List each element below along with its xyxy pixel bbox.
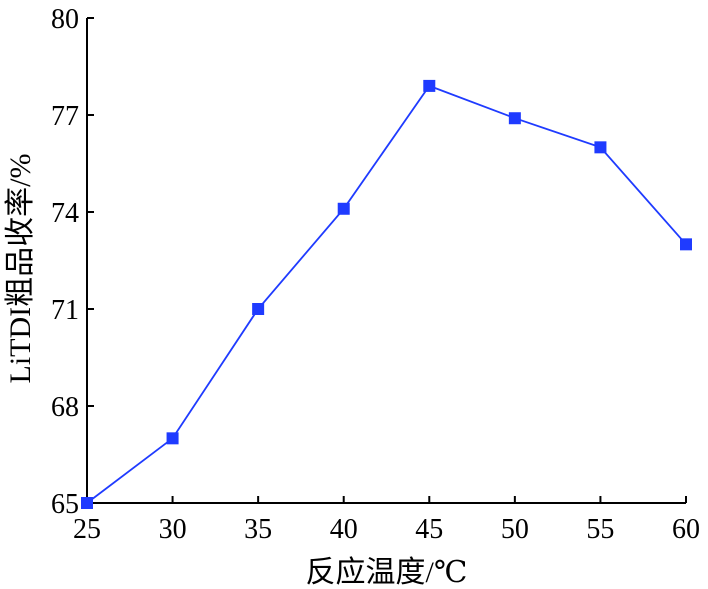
- data-point-marker: [423, 79, 436, 92]
- data-points: [81, 79, 692, 509]
- x-tick-label: 35: [244, 514, 272, 545]
- axes: [86, 18, 686, 504]
- data-point-marker: [166, 432, 179, 445]
- y-ticks: 65 68 71 74 77 80: [51, 4, 94, 520]
- y-tick-label: 71: [51, 295, 79, 326]
- x-tick-label: 25: [73, 514, 101, 545]
- data-point-marker: [508, 112, 521, 125]
- x-tick-label: 60: [672, 514, 700, 545]
- y-axis-title: LiTDI粗品收率/%: [4, 154, 37, 384]
- data-point-marker: [337, 202, 350, 215]
- x-tick-label: 30: [159, 514, 187, 545]
- y-tick-label: 65: [51, 489, 79, 520]
- x-tick-label: 40: [330, 514, 358, 545]
- data-point-marker: [252, 303, 265, 315]
- y-tick-label: 80: [51, 4, 79, 35]
- y-tick-label: 77: [51, 101, 79, 132]
- x-tick-label: 55: [586, 514, 614, 545]
- x-tick-label: 45: [415, 514, 443, 545]
- x-tick-label: 50: [501, 514, 529, 545]
- x-ticks: 25 30 35 40 45 50 55 60: [73, 496, 700, 545]
- data-point-marker: [81, 497, 93, 509]
- series-line: [86, 84, 687, 504]
- y-tick-label: 74: [51, 198, 79, 229]
- data-point-marker: [680, 238, 692, 251]
- data-point-marker: [594, 141, 607, 154]
- x-axis-title: 反应温度/℃: [306, 556, 468, 589]
- y-tick-label: 68: [51, 392, 79, 423]
